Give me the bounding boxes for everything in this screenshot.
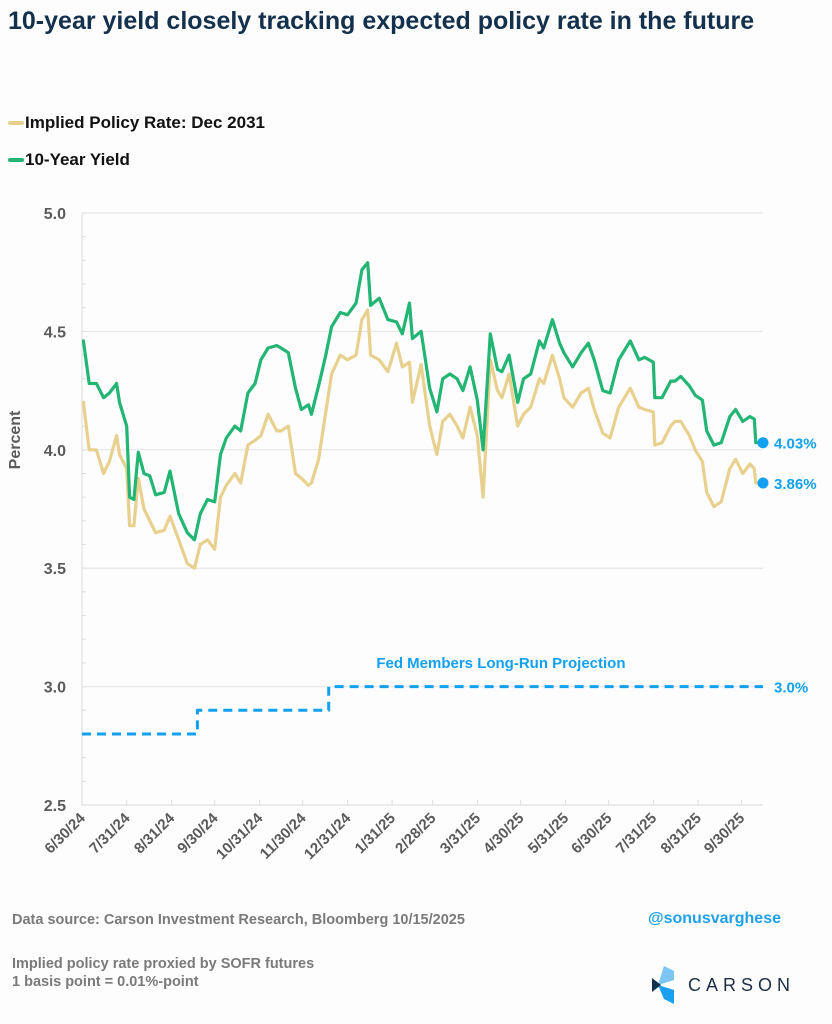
x-tick-label: 4/30/25 <box>480 810 527 857</box>
legend-swatch-green <box>8 158 24 162</box>
carson-logo-text: CARSON <box>688 974 796 995</box>
y-tick-label: 4.5 <box>44 324 66 341</box>
x-tick-label: 1/31/25 <box>352 810 399 857</box>
chart-title: 10-year yield closely tracking expected … <box>8 7 755 35</box>
author-handle: @sonusvarghese <box>648 910 781 927</box>
line-chart: 2.53.03.54.04.55.0Percent6/30/247/31/248… <box>7 206 817 863</box>
x-tick-label: 9/30/25 <box>701 810 748 857</box>
note-line-2: 1 basis point = 0.01%-point <box>12 974 199 990</box>
legend-label: Implied Policy Rate: Dec 2031 <box>25 113 265 132</box>
fed-projection-annotation: Fed Members Long-Run Projection <box>376 655 625 672</box>
series-lines <box>81 261 769 736</box>
y-tick-label: 4.0 <box>44 443 66 460</box>
y-tick-label: 5.0 <box>44 206 66 223</box>
x-tick-label: 11/30/24 <box>257 809 310 862</box>
note-line-1: Implied policy rate proxied by SOFR futu… <box>12 956 315 972</box>
y-tick-label: 3.5 <box>44 561 66 578</box>
x-tick-label: 6/30/25 <box>568 810 615 857</box>
gridlines <box>82 212 763 688</box>
carson-logo: CARSON <box>652 966 795 1004</box>
chart-labels: 2.53.03.54.04.55.0Percent6/30/247/31/248… <box>7 206 817 863</box>
x-tick-label: 12/31/24 <box>301 809 355 863</box>
legend-item-10-year-yield: 10-Year Yield <box>8 150 130 170</box>
series-line-10-year-yield <box>81 261 765 542</box>
end-point-marker <box>757 477 769 489</box>
axes <box>81 212 763 806</box>
x-tick-label: 7/31/24 <box>86 809 134 857</box>
end-value-label: 4.03% <box>774 436 817 453</box>
legend-item-implied-policy-rate: Implied Policy Rate: Dec 2031 <box>8 113 265 133</box>
x-tick-label: 5/31/25 <box>525 810 572 857</box>
series-line-fed-members-long-run-projection <box>82 685 763 736</box>
end-point-marker <box>757 437 769 449</box>
x-tick-label: 6/30/24 <box>41 809 89 857</box>
y-tick-label: 2.5 <box>44 798 66 815</box>
series-line-implied-policy-rate-dec-2031 <box>81 308 765 570</box>
legend-swatch-gold <box>8 121 24 125</box>
x-tick-label: 10/31/24 <box>213 809 267 863</box>
x-tick-label: 7/31/25 <box>613 810 660 857</box>
methodology-note: Implied policy rate proxied by SOFR futu… <box>12 955 314 991</box>
x-tick-label: 8/31/24 <box>131 809 179 857</box>
carson-logo-icon <box>652 966 674 1004</box>
y-tick-label: 3.0 <box>44 680 66 697</box>
x-tick-label: 3/31/25 <box>437 810 484 857</box>
end-value-label: 3.86% <box>774 476 817 493</box>
x-tick-label: 8/31/25 <box>657 810 704 857</box>
legend-label: 10-Year Yield <box>25 150 130 169</box>
x-tick-label: 2/28/25 <box>392 810 439 857</box>
y-axis-label: Percent <box>7 410 24 469</box>
end-value-label: 3.0% <box>774 680 808 697</box>
data-source-note: Data source: Carson Investment Research,… <box>12 912 465 928</box>
